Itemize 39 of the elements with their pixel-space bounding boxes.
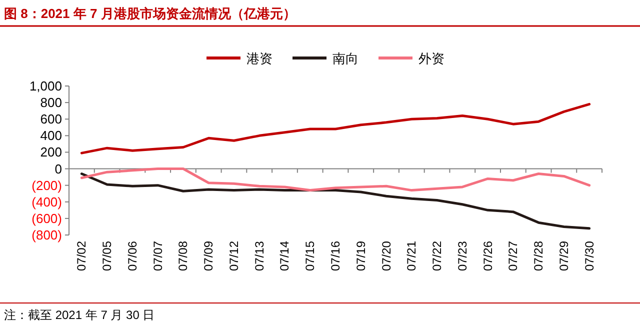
y-tick-label: 600 — [40, 112, 62, 127]
line-series — [80, 172, 591, 230]
y-tick-label: (600) — [32, 210, 62, 226]
x-tick-label: 07/13 — [252, 240, 266, 272]
x-tick-label: 07/20 — [379, 240, 394, 272]
x-tick-label: 07/07 — [150, 240, 165, 272]
y-tick-label: 1,000 — [29, 78, 62, 94]
y-tick-label: 800 — [40, 95, 62, 110]
text: 注：截至 2021 年 7 月 30 日 — [4, 308, 155, 322]
y-tick-label: (800) — [32, 228, 62, 242]
x-tick-label: 07/14 — [278, 240, 292, 272]
x-tick-label: 07/30 — [582, 240, 596, 272]
x-tick-label: 07/15 — [303, 240, 318, 272]
legend-label: 外资 — [418, 51, 444, 66]
y-tick-label: (200) — [32, 178, 62, 193]
y-tick-label: 0 — [54, 161, 62, 176]
x-tick-label: 07/02 — [74, 240, 89, 272]
x-tick-label: 07/08 — [176, 240, 190, 272]
x-tick-label: 07/16 — [328, 240, 342, 272]
chart-title: 图 8：2021 年 7 月港股市场资金流情况（亿港元） — [4, 6, 296, 21]
x-tick-label: 07/28 — [532, 240, 546, 272]
x-tick-label: 07/26 — [480, 240, 495, 272]
y-tick-label: 200 — [40, 144, 62, 160]
x-tick-label: 07/27 — [506, 240, 520, 272]
x-tick-label: 07/12 — [226, 240, 241, 272]
x-tick-label: 07/06 — [125, 240, 140, 272]
x-tick-label: 07/21 — [404, 240, 419, 272]
x-tick-label: 07/23 — [455, 240, 470, 272]
x-tick-label: 07/29 — [556, 240, 571, 272]
x-tick-label: 07/09 — [202, 240, 216, 272]
line-series — [80, 168, 591, 192]
line-series — [80, 102, 591, 154]
legend-label: 南向 — [332, 51, 358, 66]
y-tick-label: 400 — [40, 128, 62, 144]
legend-label: 港资 — [246, 51, 272, 66]
x-tick-label: 07/22 — [430, 240, 444, 272]
y-tick-label: (400) — [32, 194, 62, 210]
x-tick-label: 07/19 — [354, 240, 368, 272]
x-tick-label: 07/05 — [100, 240, 114, 272]
